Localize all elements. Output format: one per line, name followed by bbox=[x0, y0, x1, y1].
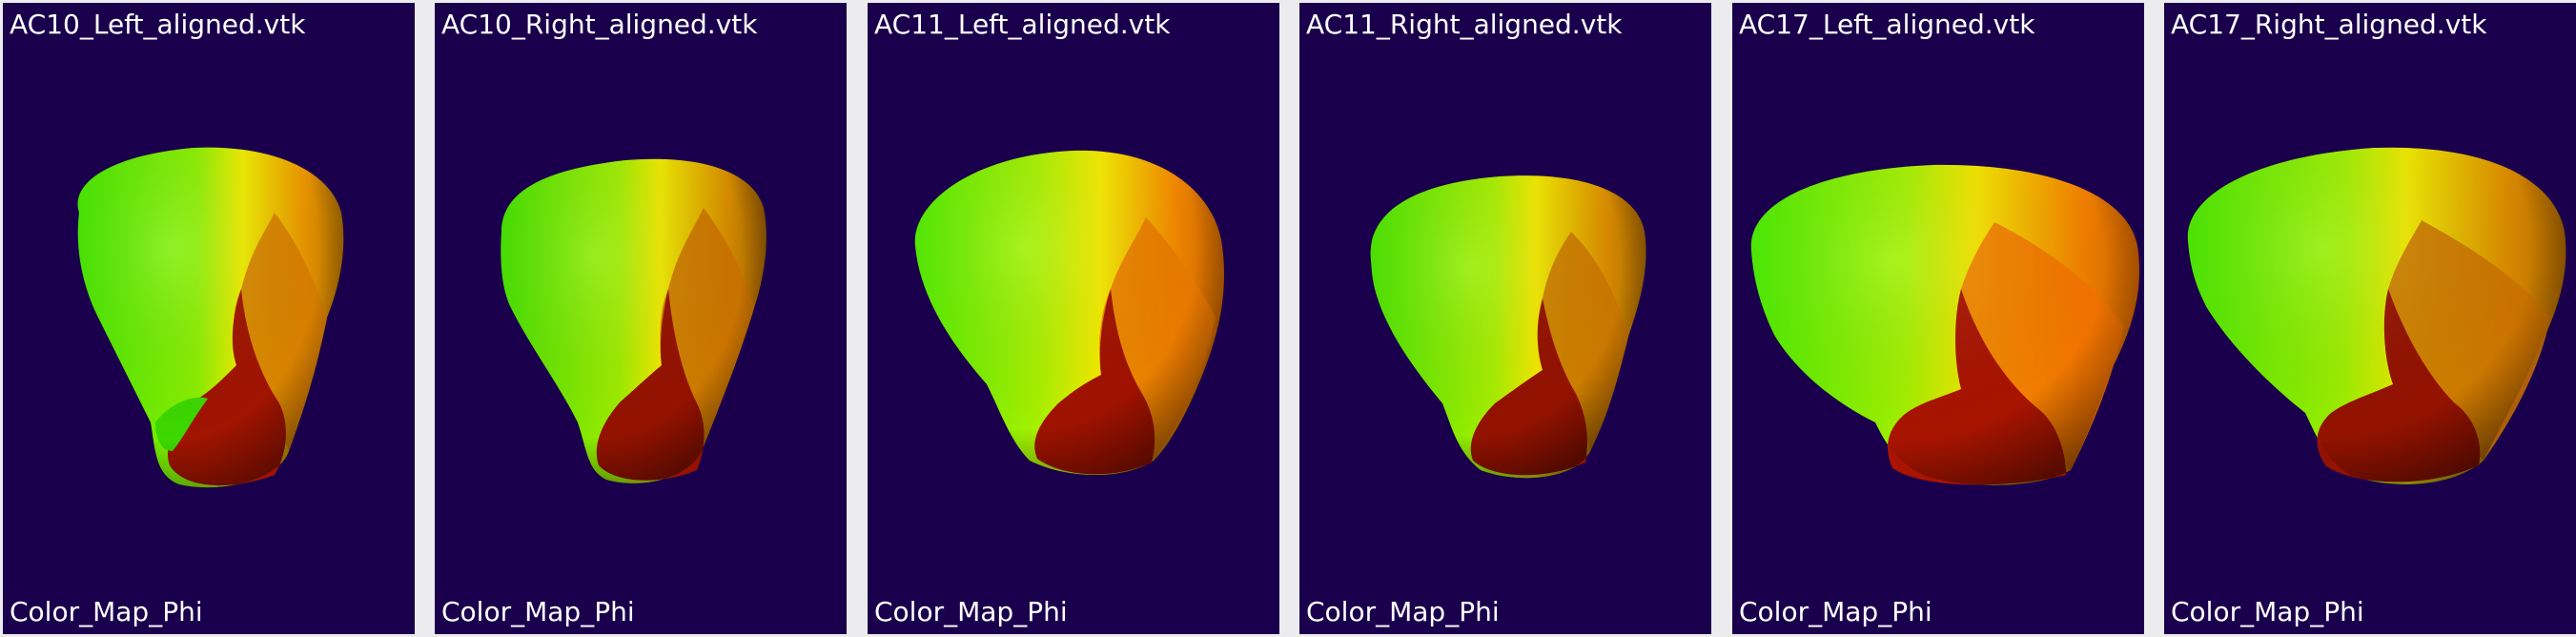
file-name-label: AC17_Right_aligned.vtk bbox=[2171, 9, 2487, 40]
file-name-label: AC10_Left_aligned.vtk bbox=[10, 9, 306, 40]
scalar-bar-label: Color_Map_Phi bbox=[1739, 596, 1932, 627]
scalar-bar-label: Color_Map_Phi bbox=[441, 596, 635, 627]
render-viewport-4[interactable]: AC11_Right_aligned.vtk Color_Map_Phi bbox=[1299, 3, 1711, 634]
surface-mesh-4[interactable] bbox=[1299, 3, 1711, 634]
surface-mesh-2[interactable] bbox=[435, 3, 847, 634]
surface-mesh-1[interactable] bbox=[3, 3, 415, 634]
render-viewport-5[interactable]: AC17_Left_aligned.vtk Color_Map_Phi bbox=[1732, 3, 2144, 634]
render-viewport-3[interactable]: AC11_Left_aligned.vtk Color_Map_Phi bbox=[868, 3, 1279, 634]
file-name-label: AC10_Right_aligned.vtk bbox=[441, 9, 758, 40]
render-viewport-1[interactable]: AC10_Left_aligned.vtk Color_Map_Phi bbox=[3, 3, 415, 634]
file-name-label: AC17_Left_aligned.vtk bbox=[1739, 9, 2035, 40]
file-name-label: AC11_Right_aligned.vtk bbox=[1306, 9, 1623, 40]
surface-mesh-6[interactable] bbox=[2164, 3, 2576, 634]
render-viewport-6[interactable]: AC17_Right_aligned.vtk Color_Map_Phi bbox=[2164, 3, 2576, 634]
scalar-bar-label: Color_Map_Phi bbox=[10, 596, 203, 627]
file-name-label: AC11_Left_aligned.vtk bbox=[874, 9, 1171, 40]
scalar-bar-label: Color_Map_Phi bbox=[874, 596, 1068, 627]
surface-mesh-5[interactable] bbox=[1732, 3, 2144, 634]
scalar-bar-label: Color_Map_Phi bbox=[1306, 596, 1500, 627]
render-viewport-2[interactable]: AC10_Right_aligned.vtk Color_Map_Phi bbox=[435, 3, 847, 634]
scalar-bar-label: Color_Map_Phi bbox=[2171, 596, 2364, 627]
surface-mesh-3[interactable] bbox=[868, 3, 1279, 634]
